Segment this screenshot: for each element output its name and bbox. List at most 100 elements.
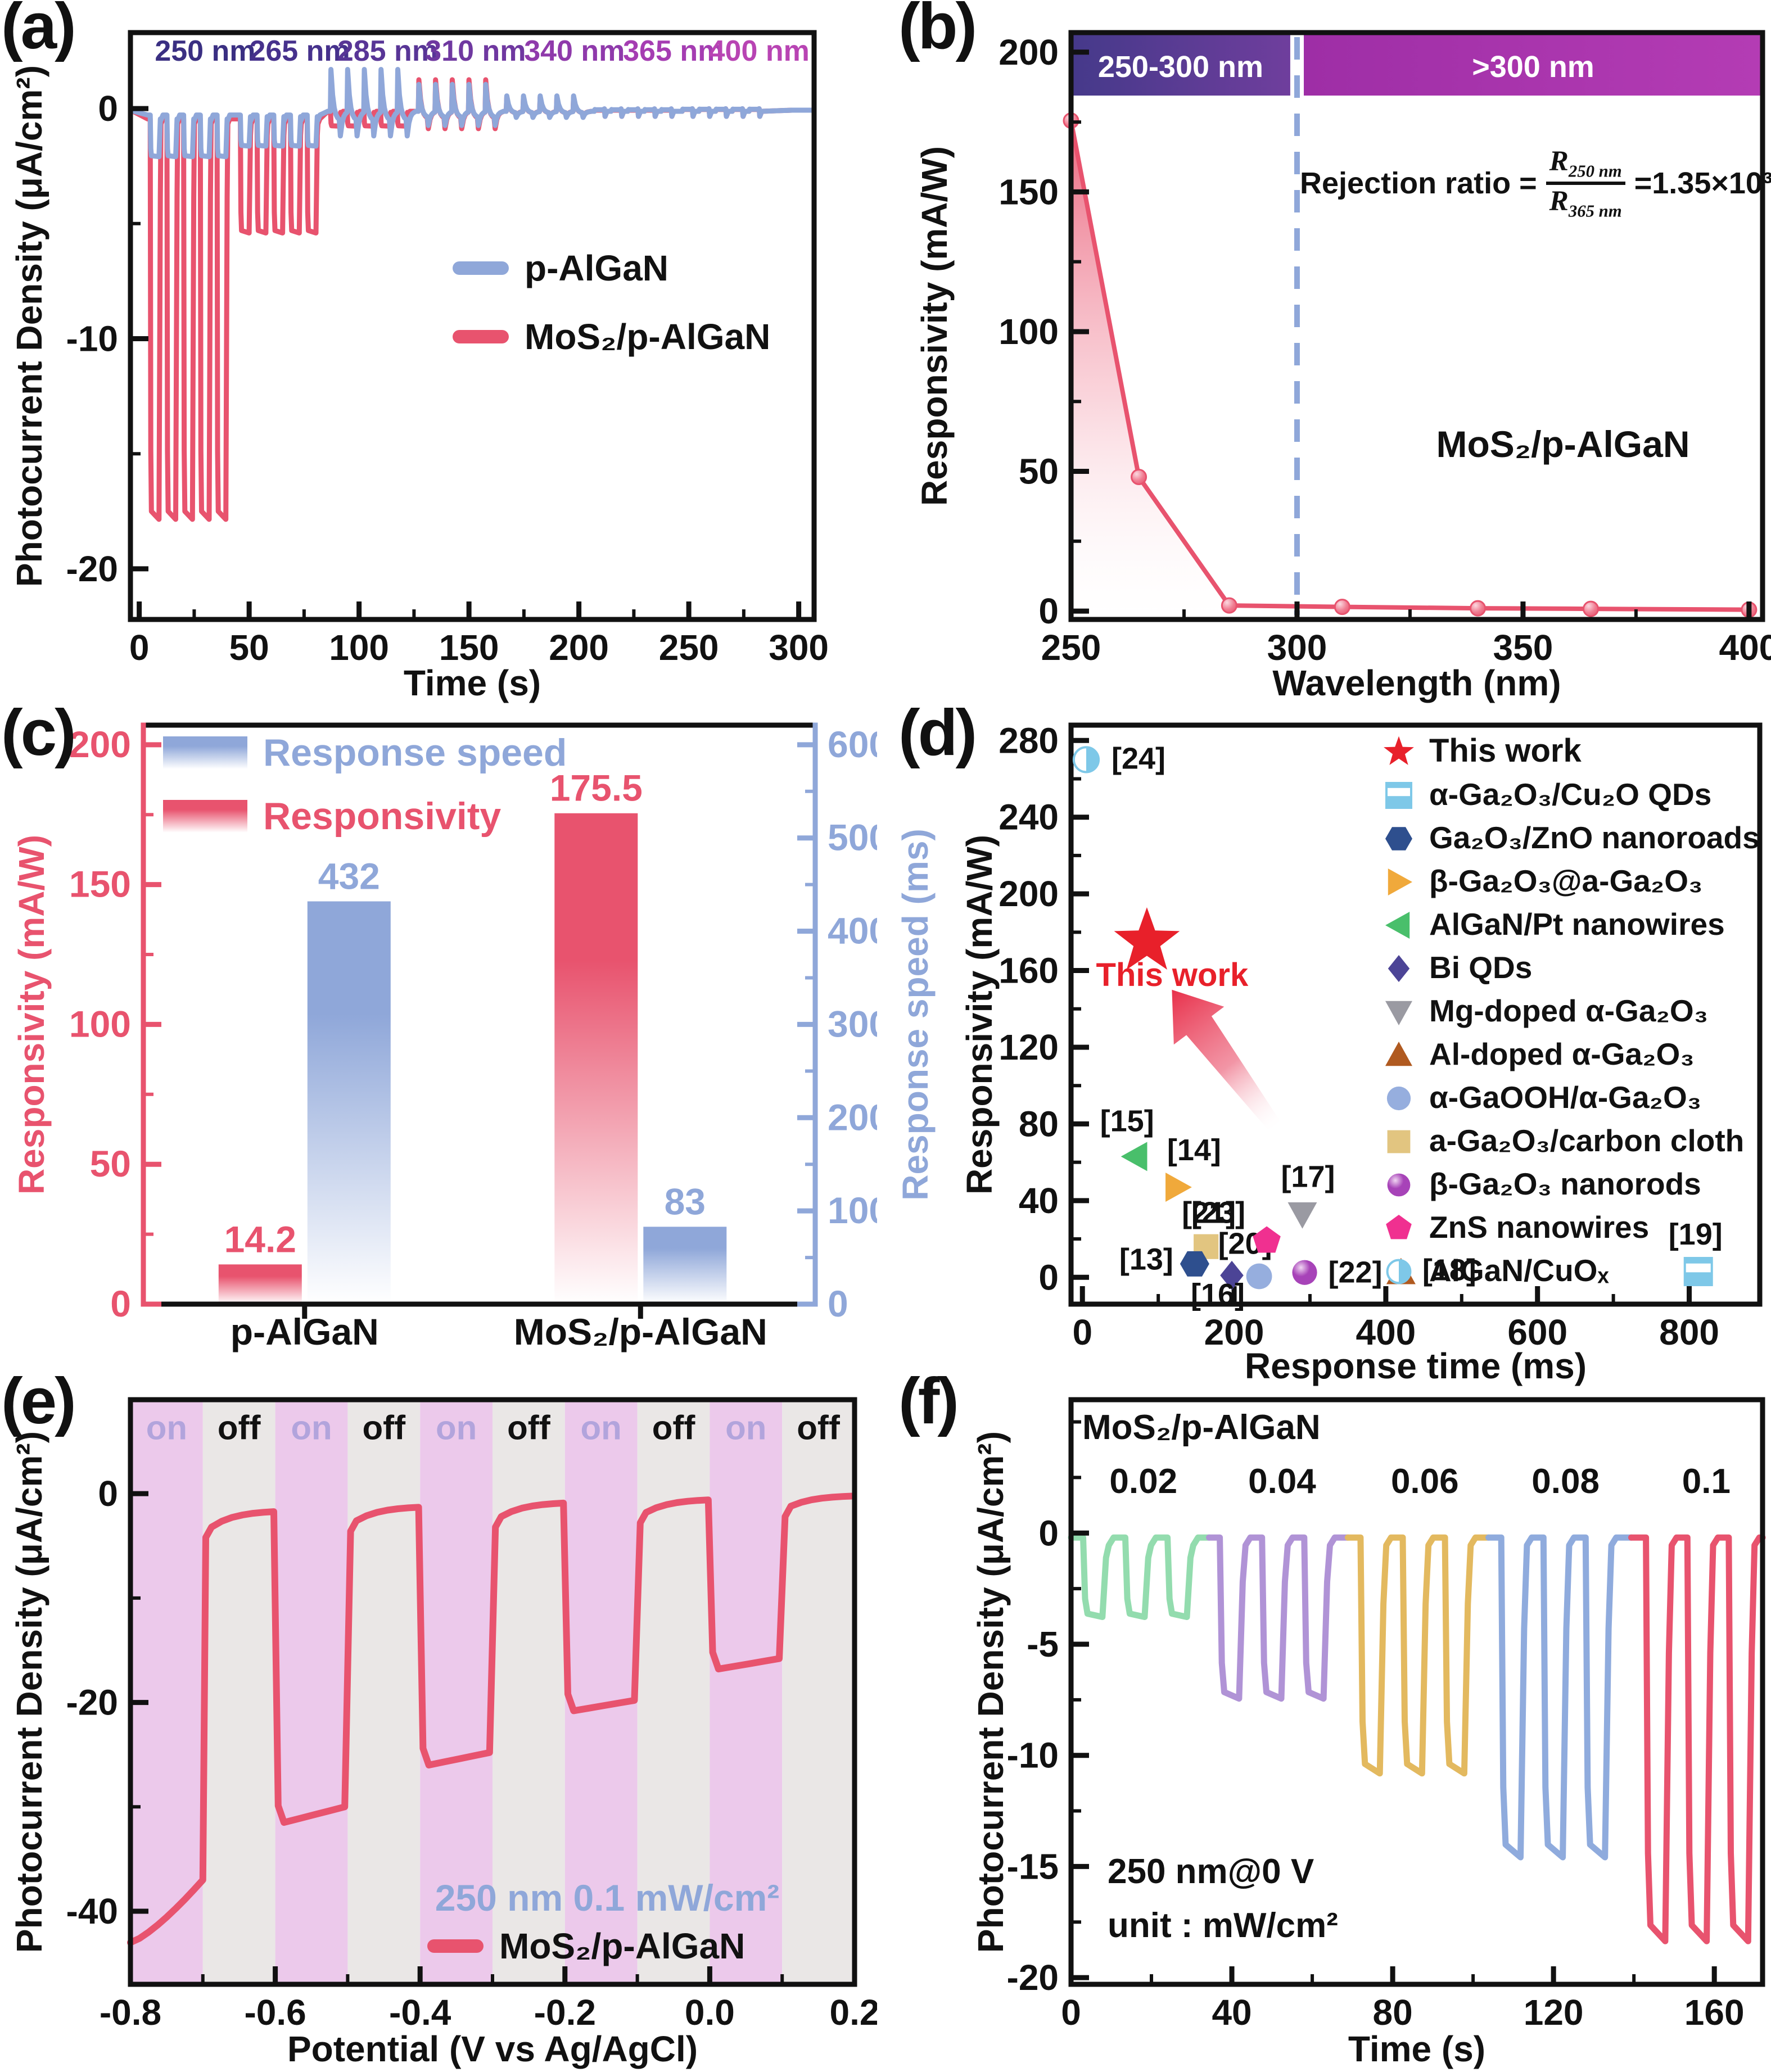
ref-label: [23] (1191, 1196, 1245, 1229)
legend-item-label: α-GaOOH/α-Ga₂O₃ (1429, 1079, 1702, 1115)
responsivity-area (1071, 120, 1749, 612)
legend-item-label: This work (1429, 732, 1582, 769)
panel-d-legend: This work α-Ga₂O₃/Cu₂O QDs Ga₂O₃/ZnO nanor… (1383, 729, 1760, 1292)
pulse-group-0.04 (1206, 1534, 1351, 1702)
tick-label: 120 (999, 1027, 1059, 1067)
tick-label: 300 (828, 1003, 877, 1044)
data-point (1470, 600, 1487, 617)
square-marker-icon (1387, 1130, 1411, 1153)
wavelength-label: 340 nm (524, 35, 625, 67)
bar-responsivity (218, 1264, 302, 1304)
panel-a: 0 50 100 150 200 250 300 0 -10 -20 250 nm 265 nm 285… (0, 0, 877, 703)
off-band (782, 1402, 855, 1982)
panel-f-device-label: MoS₂/p-AlGaN (1082, 1408, 1321, 1447)
ref-label: [16] (1191, 1278, 1245, 1311)
legend-label: Responsivity (263, 795, 502, 838)
wavelength-label: 310 nm (425, 35, 526, 67)
tick-label: 160 (999, 951, 1059, 991)
on-band (564, 1402, 638, 1982)
ref-label: [17] (1281, 1160, 1335, 1194)
tick-label: 0 (98, 88, 118, 129)
legend-item-0: This work (1383, 729, 1760, 772)
legend-item-label: AlGaN/CuOₓ (1429, 1252, 1609, 1288)
panel-a-legend-blue: p-AlGaN (453, 247, 668, 289)
series-palgan (129, 67, 815, 160)
tick-label: 600 (828, 723, 877, 765)
tri-down-marker-icon (1385, 1001, 1412, 1025)
tick-label: 100 (69, 1003, 131, 1044)
legend-label: p-AlGaN (525, 248, 668, 288)
wavelength-label: 365 nm (623, 35, 724, 67)
data-point (1221, 597, 1237, 614)
panel-c: 14.2 432 p-AlGaN 175.5 83 MoS₂/p-AlGaN 0 50 100 1… (0, 700, 936, 1372)
legend-item-label: Ga₂O₃/ZnO nanoroads (1429, 820, 1760, 855)
tick-label: 0.0 (685, 1992, 735, 2033)
power-label: 0.02 (1109, 1462, 1177, 1501)
tri-left-marker-icon (1385, 911, 1410, 939)
power-label: 0.1 (1682, 1462, 1731, 1501)
on-label: on (581, 1409, 622, 1447)
legend-item-9: a-Ga₂O₃/carbon cloth (1383, 1119, 1760, 1162)
panel-e-legend: MoS₂/p-AlGaN (427, 1925, 745, 1967)
legend-label: Response speed (263, 731, 567, 774)
on-band (710, 1402, 783, 1982)
panel-e: on off on off on off on off on off -0.8 -0.6 -0.4 -0.… (0, 1368, 877, 2072)
data-point (1131, 468, 1147, 485)
legend-label: MoS₂/p-AlGaN (525, 316, 771, 357)
tick-label: 100 (828, 1189, 877, 1231)
bar-value-label: 14.2 (224, 1218, 296, 1260)
rejection-ratio-formula: Rejection ratio = R250 nm R365 nm =1.35×… (1300, 145, 1771, 221)
legend-item-label: β-Ga₂O₃@a-Ga₂O₃ (1429, 863, 1703, 898)
circle-marker-icon (1386, 1086, 1411, 1110)
legend-item-label: a-Ga₂O₃/carbon cloth (1429, 1123, 1745, 1158)
legend-item-label: AlGaN/Pt nanowires (1429, 906, 1725, 942)
wavelength-label: 400 nm (709, 35, 810, 67)
band-label: 250-300 nm (1098, 50, 1263, 84)
legend-item-3: β-Ga₂O₃@a-Ga₂O₃ (1383, 859, 1760, 902)
formula-prefix: Rejection ratio = (1300, 166, 1537, 200)
tick-label: 0 (1038, 591, 1059, 631)
off-band (202, 1402, 275, 1982)
ref-label: [18] (1422, 1254, 1476, 1287)
off-band (347, 1402, 421, 1982)
tick-label: 240 (999, 797, 1059, 838)
panel-c-legend-resp: Responsivity (163, 794, 501, 838)
panel-f-conditions: 250 nm@0 V unit : mW/cm² (1108, 1845, 1338, 1953)
on-label: on (725, 1409, 766, 1447)
tick-label: 200 (549, 627, 609, 668)
pulse-group-0.1 (1628, 1534, 1766, 1944)
tick-label: 600 (1507, 1312, 1567, 1352)
data-point (1583, 600, 1600, 617)
panel-d-plot: 0 200 400 600 800 0 40 80 120 160 200 240 280 [24] [15… (999, 720, 1763, 1352)
tick-label: 50 (1019, 451, 1059, 492)
formula-result: =1.35×10³ (1634, 166, 1771, 200)
tick-label: 280 (999, 720, 1059, 761)
legend-item-8: α-GaOOH/α-Ga₂O₃ (1383, 1075, 1760, 1119)
pentagon-marker-icon (1386, 1214, 1412, 1239)
panel-e-annotation: 250 nm 0.1 mW/cm² (435, 1877, 780, 1919)
tick-label: 300 (769, 627, 829, 668)
tick-label: -20 (1007, 1957, 1059, 1998)
panel-a-xtitle: Time (s) (403, 663, 541, 703)
diamond-marker-icon (1388, 954, 1410, 982)
legend-item-7: Al-doped α-Ga₂O₃ (1383, 1032, 1760, 1075)
ref-label: [14] (1167, 1133, 1221, 1167)
trend-arrow-icon (1172, 989, 1282, 1132)
tick-label: 400 (1719, 627, 1771, 668)
bar-response-speed (643, 1227, 727, 1304)
data-point (1334, 599, 1350, 616)
sphere-marker-icon (1387, 1173, 1411, 1196)
tick-label: 0.2 (830, 1992, 877, 2033)
power-label: 0.04 (1248, 1462, 1316, 1501)
panel-e-xtitle: Potential (V vs Ag/AgCl) (287, 2029, 698, 2069)
ref-label: [24] (1112, 741, 1165, 775)
ref-label: [21] (1182, 1196, 1236, 1230)
tick-label: 200 (999, 874, 1059, 914)
blue-line-swatch-icon (453, 261, 509, 275)
tick-label: 300 (1267, 627, 1327, 668)
panel-f: 0.02 0.04 0.06 0.08 0.1 0 40 80 120 160 0 -5 -10 -15 -… (894, 1368, 1771, 2072)
panel-b-letter: (b) (898, 0, 977, 62)
panel-a-letter: (a) (1, 0, 76, 62)
red-line-swatch-icon (427, 1939, 484, 1953)
tick-label: 150 (439, 627, 499, 668)
